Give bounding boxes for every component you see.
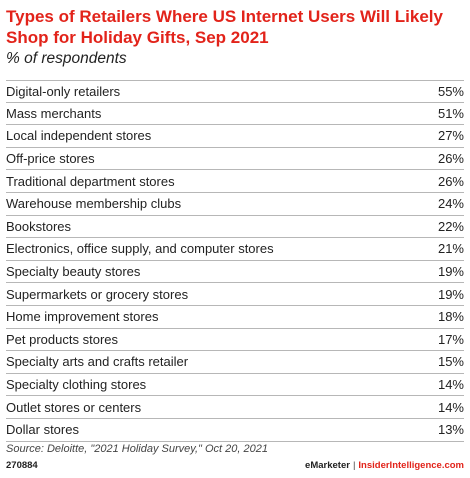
row-value: 15% (437, 354, 464, 370)
row-value: 26% (437, 173, 464, 189)
row-value: 17% (437, 331, 464, 347)
row-label: Specialty beauty stores (6, 264, 141, 280)
table-row: Specialty beauty stores 19% (6, 261, 464, 284)
row-value: 18% (437, 309, 464, 325)
row-label: Digital-only retailers (6, 83, 121, 99)
row-label: Outlet stores or centers (6, 399, 142, 415)
row-value: 19% (437, 286, 464, 302)
row-value: 55% (437, 83, 464, 99)
table-row: Warehouse membership clubs 24% (6, 193, 464, 216)
row-label: Specialty clothing stores (6, 377, 147, 393)
row-label: Traditional department stores (6, 173, 175, 189)
row-label: Specialty arts and crafts retailer (6, 354, 189, 370)
row-value: 19% (437, 264, 464, 280)
table-row: Home improvement stores 18% (6, 306, 464, 329)
table-row: Pet products stores 17% (6, 329, 464, 352)
row-label: Bookstores (6, 218, 72, 234)
chart-header: Types of Retailers Where US Internet Use… (6, 6, 464, 69)
row-label: Dollar stores (6, 422, 79, 438)
chart-id: 270884 (6, 460, 38, 471)
row-value: 26% (437, 151, 464, 167)
row-label: Local independent stores (6, 128, 152, 144)
brand-separator: | (352, 460, 356, 471)
brand-insider-intelligence: InsiderIntelligence.com (358, 460, 464, 471)
table-row: Digital-only retailers 55% (6, 80, 464, 103)
data-table: Digital-only retailers 55% Mass merchants 5… (6, 80, 464, 442)
source-note: Source: Deloitte, "2021 Holiday Survey,"… (6, 443, 268, 455)
table-row: Supermarkets or grocery stores 19% (6, 283, 464, 306)
table-row: Outlet stores or centers 14% (6, 396, 464, 419)
row-value: 51% (437, 105, 464, 121)
row-label: Home improvement stores (6, 309, 159, 325)
row-label: Electronics, office supply, and computer… (6, 241, 274, 257)
table-row: Dollar stores 13% (6, 419, 464, 442)
footer: 270884 eMarketer | InsiderIntelligence.com (6, 460, 464, 471)
row-value: 14% (437, 377, 464, 393)
table-row: Mass merchants 51% (6, 103, 464, 126)
brand: eMarketer | InsiderIntelligence.com (305, 460, 464, 471)
row-value: 21% (437, 241, 464, 257)
chart-subtitle: % of respondents (6, 50, 127, 67)
row-label: Warehouse membership clubs (6, 196, 182, 212)
table-row: Off-price stores 26% (6, 148, 464, 171)
row-label: Supermarkets or grocery stores (6, 286, 189, 302)
row-label: Pet products stores (6, 331, 118, 347)
chart-title: Types of Retailers Where US Internet Use… (6, 7, 443, 47)
table-row: Traditional department stores 26% (6, 170, 464, 193)
row-value: 13% (437, 422, 464, 438)
row-label: Mass merchants (6, 105, 102, 121)
table-row: Bookstores 22% (6, 216, 464, 239)
row-value: 24% (437, 196, 464, 212)
brand-emarketer: eMarketer (305, 460, 350, 471)
table-row: Specialty arts and crafts retailer 15% (6, 351, 464, 374)
row-value: 22% (437, 218, 464, 234)
table-row: Local independent stores 27% (6, 125, 464, 148)
table-row: Specialty clothing stores 14% (6, 374, 464, 397)
row-value: 27% (437, 128, 464, 144)
table-row: Electronics, office supply, and computer… (6, 238, 464, 261)
row-label: Off-price stores (6, 151, 95, 167)
row-value: 14% (437, 399, 464, 415)
